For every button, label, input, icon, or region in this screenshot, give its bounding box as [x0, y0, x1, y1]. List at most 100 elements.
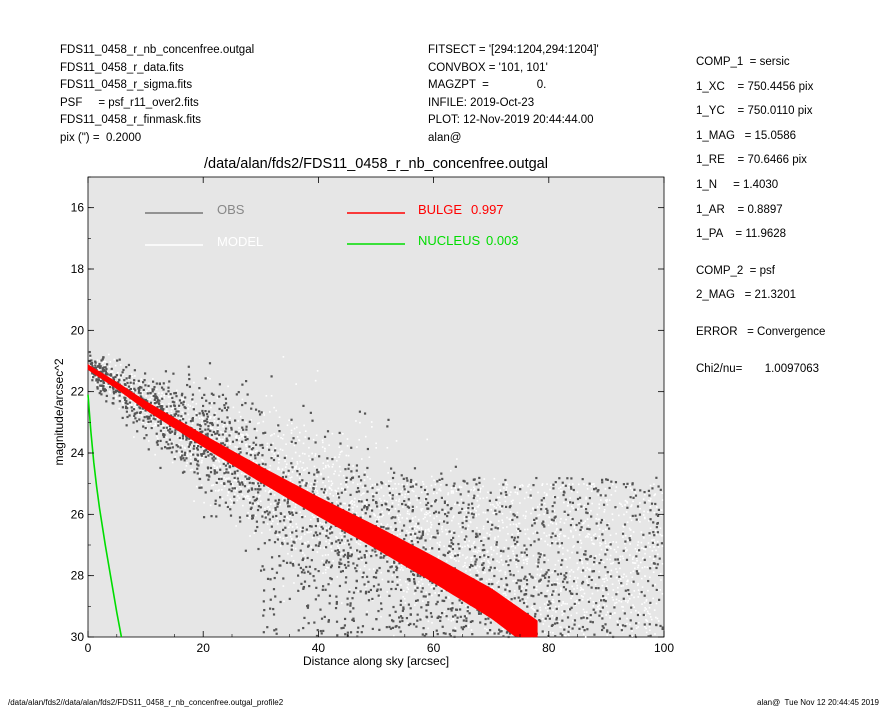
model-point — [414, 586, 416, 589]
model-point — [564, 558, 566, 560]
obs-point — [334, 549, 337, 552]
obs-point — [533, 518, 536, 522]
model-point — [281, 468, 284, 470]
obs-point — [422, 546, 425, 549]
obs-point — [254, 529, 257, 532]
model-point — [216, 456, 219, 459]
model-point — [610, 562, 612, 565]
model-point — [426, 520, 428, 522]
model-point — [114, 394, 117, 397]
model-point — [396, 514, 399, 517]
obs-point — [338, 561, 341, 564]
model-point — [130, 373, 133, 375]
obs-point — [649, 567, 652, 570]
model-point — [546, 590, 548, 592]
model-point — [641, 586, 644, 588]
obs-point — [254, 498, 258, 502]
model-point — [475, 515, 478, 517]
model-point — [504, 500, 507, 503]
model-point — [285, 443, 287, 446]
model-point — [509, 523, 512, 526]
model-point — [566, 603, 568, 605]
obs-point — [380, 525, 383, 528]
model-point — [241, 434, 243, 436]
model-point — [283, 523, 286, 525]
obs-point — [189, 420, 193, 423]
model-point — [290, 538, 293, 540]
obs-point — [547, 635, 550, 638]
obs-point — [458, 547, 461, 550]
model-point — [425, 550, 428, 552]
model-point — [235, 525, 237, 527]
model-point — [654, 633, 656, 635]
model-point — [154, 422, 157, 425]
model-point — [605, 605, 608, 607]
model-point — [298, 477, 301, 480]
model-point — [480, 580, 483, 583]
model-point — [598, 570, 600, 573]
obs-point — [238, 482, 241, 485]
obs-point — [547, 603, 550, 606]
model-point — [297, 469, 300, 472]
obs-point — [104, 370, 107, 373]
model-point — [433, 537, 436, 540]
model-point — [583, 504, 586, 507]
obs-point — [118, 400, 121, 403]
model-point — [344, 539, 347, 542]
obs-point — [409, 622, 412, 626]
model-point — [359, 540, 362, 542]
model-point — [370, 421, 373, 423]
obs-point — [182, 457, 185, 460]
model-point — [260, 463, 263, 466]
obs-point — [116, 359, 119, 362]
model-point — [555, 523, 558, 526]
model-point — [467, 525, 470, 527]
model-point — [639, 507, 641, 510]
model-point — [151, 416, 154, 418]
obs-point — [161, 409, 164, 412]
model-point — [433, 585, 435, 588]
obs-point — [196, 467, 199, 470]
obs-point — [264, 463, 267, 466]
obs-point — [372, 575, 375, 579]
model-point — [165, 383, 168, 386]
model-point — [237, 495, 239, 497]
model-point — [120, 378, 122, 381]
model-point — [217, 490, 219, 492]
obs-point — [273, 629, 276, 632]
obs-point — [210, 453, 213, 456]
obs-point — [123, 398, 127, 402]
model-point — [611, 483, 614, 486]
model-point — [451, 519, 453, 522]
obs-point — [306, 545, 310, 548]
model-point — [289, 479, 292, 482]
model-point — [649, 546, 651, 548]
model-point — [171, 407, 173, 410]
model-point — [217, 426, 220, 428]
obs-point — [514, 542, 517, 546]
obs-point — [396, 576, 399, 579]
model-point — [445, 528, 447, 531]
model-point — [416, 483, 419, 486]
obs-point — [343, 617, 347, 621]
obs-point — [314, 524, 317, 528]
model-point — [163, 428, 166, 430]
model-point — [274, 447, 277, 450]
obs-point — [554, 635, 557, 638]
model-point — [638, 593, 641, 595]
model-point — [240, 433, 242, 436]
model-point — [238, 485, 241, 488]
model-point — [380, 523, 382, 525]
model-point — [343, 542, 346, 545]
obs-point — [346, 634, 350, 637]
model-point — [407, 493, 409, 495]
model-point — [324, 464, 327, 467]
model-point — [225, 432, 227, 435]
model-point — [612, 561, 615, 564]
model-point — [450, 492, 453, 494]
model-point — [188, 418, 190, 421]
model-point — [302, 461, 305, 464]
model-point — [577, 503, 579, 506]
obs-point — [241, 419, 244, 422]
model-point — [488, 562, 491, 565]
